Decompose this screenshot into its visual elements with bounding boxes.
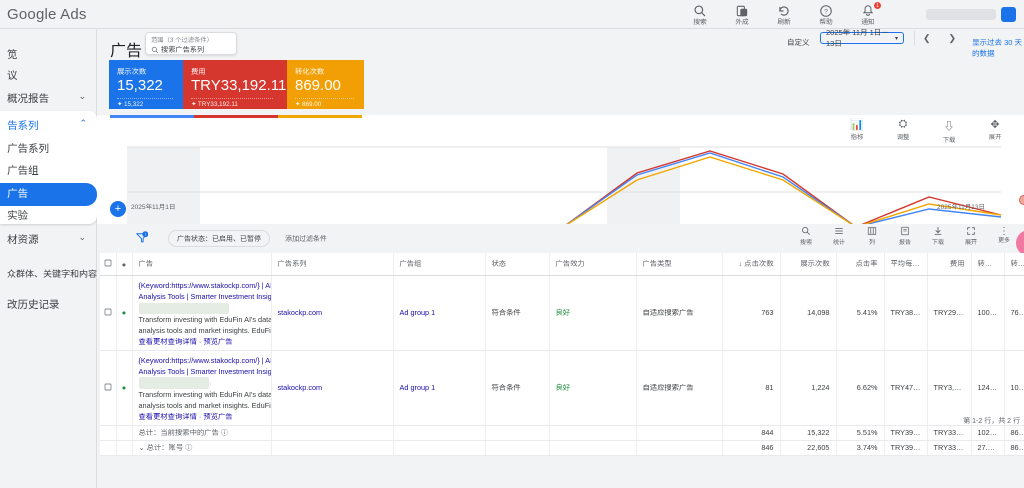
svg-text:?: ? bbox=[824, 8, 828, 15]
